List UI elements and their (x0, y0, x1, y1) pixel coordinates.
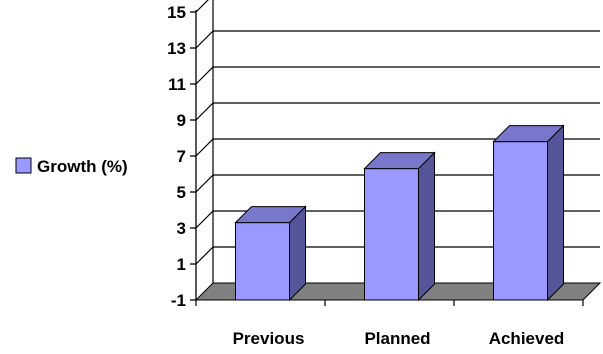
bar-front (364, 168, 419, 301)
bar-previous (234, 205, 307, 302)
gridline-diagonal (195, 66, 214, 85)
y-tick-label: 5 (177, 183, 186, 202)
x-tick-label: Planned (364, 329, 430, 348)
bar-side (418, 151, 435, 302)
gridline-diagonal (195, 210, 214, 229)
gridline-diagonal (195, 102, 214, 121)
gridline-diagonal (195, 174, 214, 193)
bar-top (234, 206, 307, 224)
bar-front (493, 141, 548, 301)
bars (234, 124, 565, 302)
gridline-diagonal (195, 0, 209, 13)
axes (190, 0, 584, 306)
gridline-diagonal (195, 246, 214, 265)
bar-front (235, 222, 290, 301)
y-tick-label: 3 (177, 219, 186, 238)
bar-top (363, 152, 436, 170)
bar-top (492, 125, 565, 143)
bar-achieved (492, 124, 565, 302)
y-tick-label: 15 (167, 3, 186, 22)
gridline-diagonal (195, 30, 214, 49)
legend-label: Growth (%) (37, 157, 128, 176)
legend-swatch (15, 157, 32, 174)
x-tick-label: Previous (233, 329, 305, 348)
legend: Growth (%) (15, 157, 128, 176)
y-tick-label: 11 (168, 75, 186, 94)
gridline-diagonal (195, 138, 214, 157)
x-tick-label: Achieved (489, 329, 565, 348)
y-tick-label: 9 (177, 111, 186, 130)
y-tick-label: 13 (167, 39, 186, 58)
bar-planned (363, 151, 436, 302)
bar-side (547, 124, 564, 302)
y-tick-label: 1 (177, 255, 186, 274)
y-tick-label: 7 (177, 147, 186, 166)
x-tick-labels: Previous Planned Achieved (233, 329, 565, 348)
y-tick-label: -1 (171, 291, 186, 310)
